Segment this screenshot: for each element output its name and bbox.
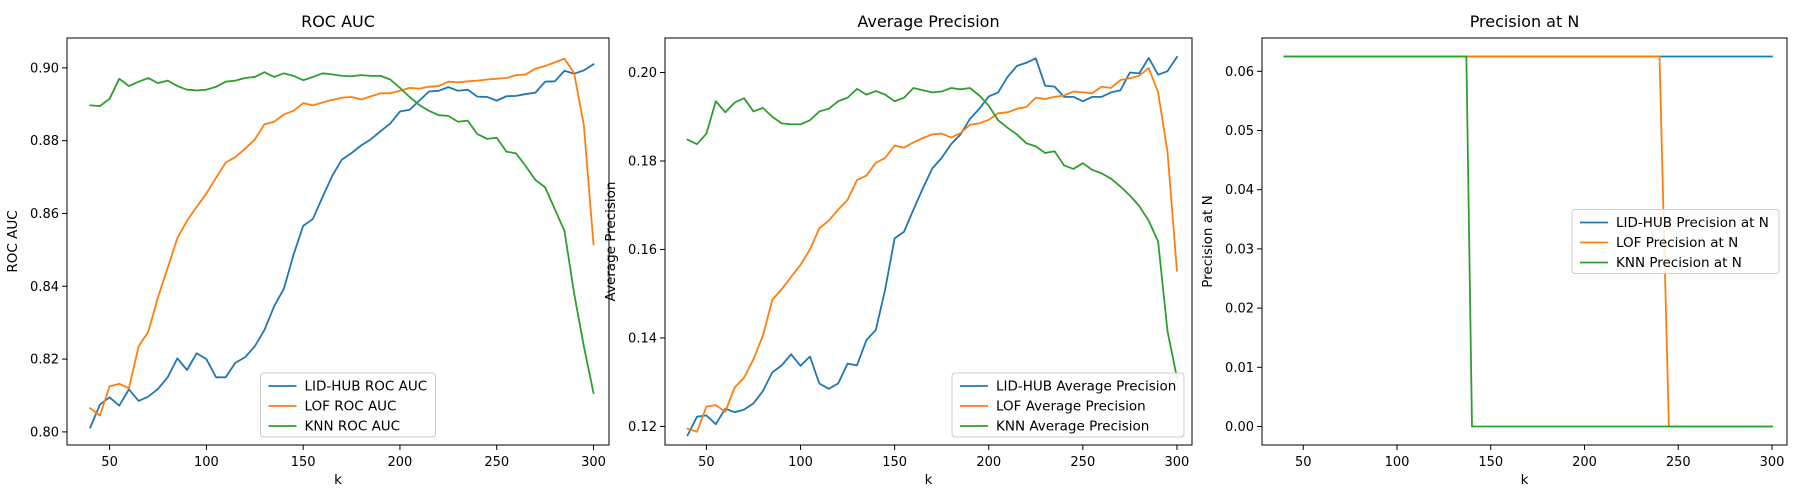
y-tick-label: 0.82 [30, 353, 59, 368]
y-tick-label: 0.18 [628, 154, 657, 169]
axes-frame [1261, 37, 1788, 446]
x-axis-label: k [925, 472, 933, 488]
series-group [88, 57, 595, 429]
x-tick-label: 300 [1165, 455, 1190, 470]
series-line-2 [88, 57, 595, 417]
chart-panel-3: 50 100 150 200 250 300 0.00 0.01 0.02 0.03 0.04 0.0… [1200, 12, 1788, 488]
series-line-3 [1283, 55, 1773, 428]
y-tick-label: 0.88 [30, 134, 59, 149]
y-tick-label: 0.12 [628, 420, 657, 435]
x-tick-label: 100 [194, 455, 219, 470]
chart-title: Average Precision [857, 12, 999, 31]
y-tick-label: 0.84 [30, 280, 59, 295]
legend: LID-HUB ROC AUC LOF ROC AUC KNN ROC AUC [260, 372, 436, 438]
legend-entry: LID-HUB Average Precision [996, 379, 1176, 395]
series-line-3 [686, 87, 1179, 379]
series-line-1 [89, 62, 595, 429]
x-tick-label: 100 [788, 455, 813, 470]
legend-entry: KNN Precision at N [1616, 255, 1742, 271]
legend-entry: LOF Average Precision [996, 399, 1146, 415]
y-tick-label: 0.80 [30, 425, 59, 440]
chart-panel-2: 50 100 150 200 250 300 0.12 0.14 0.16 0.18 0.20 Ave… [603, 12, 1193, 488]
y-tick-label: 0.86 [30, 207, 59, 222]
legend-box [951, 372, 1185, 438]
x-tick-label: 100 [1385, 455, 1410, 470]
y-tick-label: 0.05 [1225, 124, 1254, 139]
y-tick-label: 0.01 [1225, 361, 1254, 376]
x-tick-label: 200 [976, 455, 1001, 470]
series-group [686, 55, 1179, 437]
series-line-1 [686, 55, 1179, 437]
legend-entry: LID-HUB Precision at N [1616, 215, 1769, 231]
legend: LID-HUB Precision at N LOF Precision at N… [1571, 209, 1780, 274]
legend-entry: LID-HUB ROC AUC [305, 379, 428, 395]
axes-frame [664, 37, 1193, 446]
series-line-3 [89, 71, 595, 395]
x-tick-label: 50 [698, 455, 715, 470]
y-tick-label: 0.16 [628, 243, 657, 258]
x-axis-label: k [334, 472, 342, 488]
legend-entry: KNN ROC AUC [305, 419, 401, 435]
x-tick-label: 300 [581, 455, 606, 470]
y-tick-label: 0.20 [628, 66, 657, 81]
x-tick-label: 200 [388, 455, 413, 470]
y-axis-label: Precision at N [1200, 195, 1216, 287]
x-tick-label: 50 [101, 455, 118, 470]
x-tick-label: 250 [1070, 455, 1095, 470]
y-tick-label: 0.00 [1225, 420, 1254, 435]
x-tick-label: 50 [1295, 455, 1312, 470]
legend-entry: LOF Precision at N [1616, 235, 1738, 251]
x-tick-label: 300 [1760, 455, 1785, 470]
y-tick-label: 0.04 [1225, 183, 1254, 198]
y-tick-label: 0.90 [30, 61, 59, 76]
series-group [1283, 55, 1773, 428]
x-tick-label: 150 [1478, 455, 1503, 470]
x-tick-label: 200 [1572, 455, 1597, 470]
y-tick-label: 0.14 [628, 331, 657, 346]
legend-entry: KNN Average Precision [996, 419, 1149, 435]
x-tick-label: 150 [882, 455, 907, 470]
x-tick-label: 150 [291, 455, 316, 470]
y-tick-label: 0.03 [1225, 242, 1254, 257]
x-axis-label: k [1521, 472, 1529, 488]
y-axis-label: ROC AUC [5, 210, 21, 272]
y-tick-label: 0.06 [1225, 65, 1254, 80]
y-tick-label: 0.02 [1225, 302, 1254, 317]
legend-box [260, 372, 436, 438]
axes-frame [66, 37, 610, 446]
chart-panel-1: 50 100 150 200 250 300 0.80 0.82 0.84 0.86 0.88 0.9… [5, 12, 610, 488]
legend: LID-HUB Average Precision LOF Average Pre… [951, 372, 1185, 438]
chart-title: Precision at N [1470, 12, 1580, 31]
legend-box [1571, 209, 1780, 274]
chart-title: ROC AUC [301, 12, 375, 31]
x-tick-label: 250 [484, 455, 509, 470]
legend-entry: LOF ROC AUC [305, 399, 397, 415]
x-tick-label: 250 [1666, 455, 1691, 470]
series-line-2 [686, 67, 1178, 433]
y-axis-label: Average Precision [603, 182, 619, 302]
